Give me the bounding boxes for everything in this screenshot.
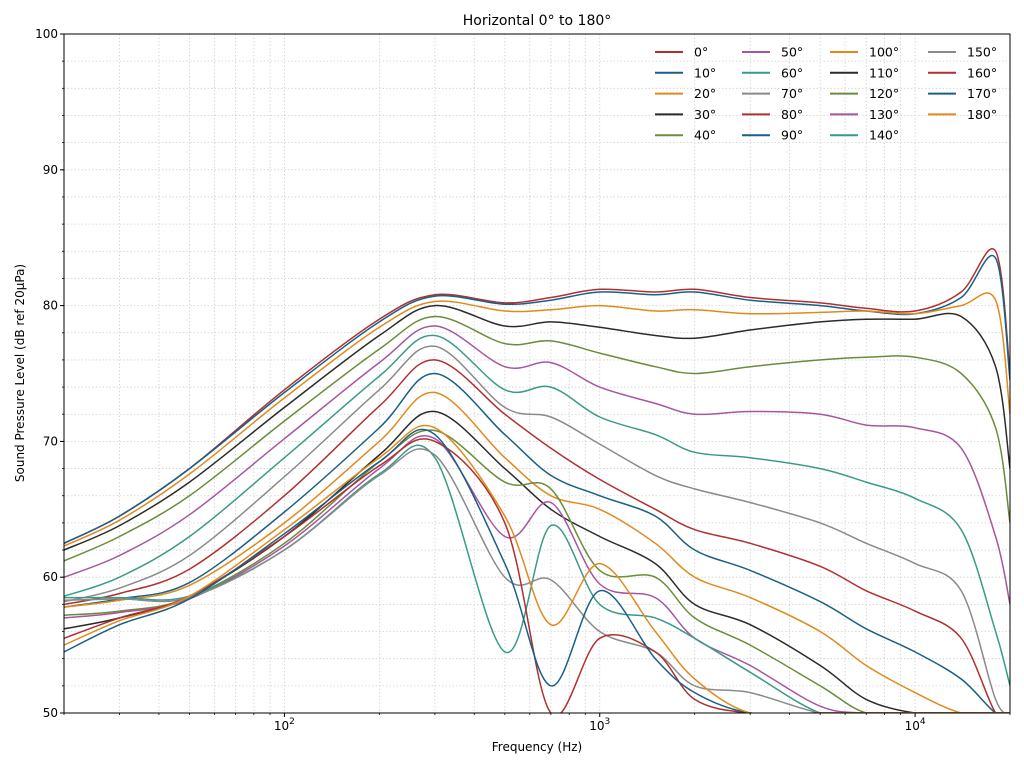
legend-label: 120°	[869, 86, 899, 101]
series-line-0	[64, 248, 1010, 544]
legend-label: 140°	[869, 128, 899, 143]
series-line-9	[64, 372, 1010, 713]
legend-label: 10°	[694, 65, 716, 80]
legend-label: 100°	[869, 45, 899, 60]
legend-label: 150°	[967, 45, 997, 60]
y-tick-label: 50	[43, 706, 58, 720]
series-line-3	[64, 304, 1010, 551]
y-tick-label: 80	[43, 299, 58, 313]
x-axis-label: Frequency (Hz)	[492, 740, 583, 754]
legend-label: 110°	[869, 65, 899, 80]
legend-label: 30°	[694, 107, 716, 122]
plot-frame	[63, 33, 1011, 714]
series-line-4	[64, 315, 1010, 562]
y-tick-label: 70	[43, 434, 58, 448]
series-line-15	[64, 448, 1010, 713]
series-line-2	[64, 292, 1010, 547]
y-tick-label: 60	[43, 570, 58, 584]
series-line-7	[64, 345, 1010, 713]
legend-label: 70°	[781, 86, 803, 101]
legend-label: 60°	[781, 65, 803, 80]
series-line-5	[64, 325, 1010, 605]
series-line-6	[64, 334, 1010, 686]
series-line-17	[64, 428, 1010, 713]
series-line-8	[64, 359, 1010, 713]
series-line-10	[64, 391, 1010, 713]
series-line-12	[64, 429, 1010, 713]
legend-label: 20°	[694, 86, 716, 101]
y-tick-label: 90	[43, 163, 58, 177]
legend-label: 180°	[967, 107, 997, 122]
series-line-18	[64, 424, 1010, 713]
legend-label: 90°	[781, 128, 803, 143]
y-tick-label: 100	[35, 27, 58, 41]
series-line-16	[64, 438, 1010, 713]
y-axis-label: Sound Pressure Level (dB ref 20µPa)	[13, 264, 27, 482]
legend: 0° 10° 20° 30° 40° 50° 60° 70° 80° 90° 100° 110° 120…	[655, 45, 997, 143]
legend-label: 0°	[694, 45, 708, 60]
legend-label: 170°	[967, 86, 997, 101]
legend-label: 50°	[781, 45, 803, 60]
legend-label: 130°	[869, 107, 899, 122]
series-line-1	[64, 254, 1010, 544]
series-layer	[64, 248, 1010, 713]
legend-label: 160°	[967, 65, 997, 80]
chart-title: Horizontal 0° to 180°	[463, 13, 612, 29]
legend-label: 80°	[781, 107, 803, 122]
legend-label: 40°	[694, 128, 716, 143]
series-line-13	[64, 435, 1010, 713]
